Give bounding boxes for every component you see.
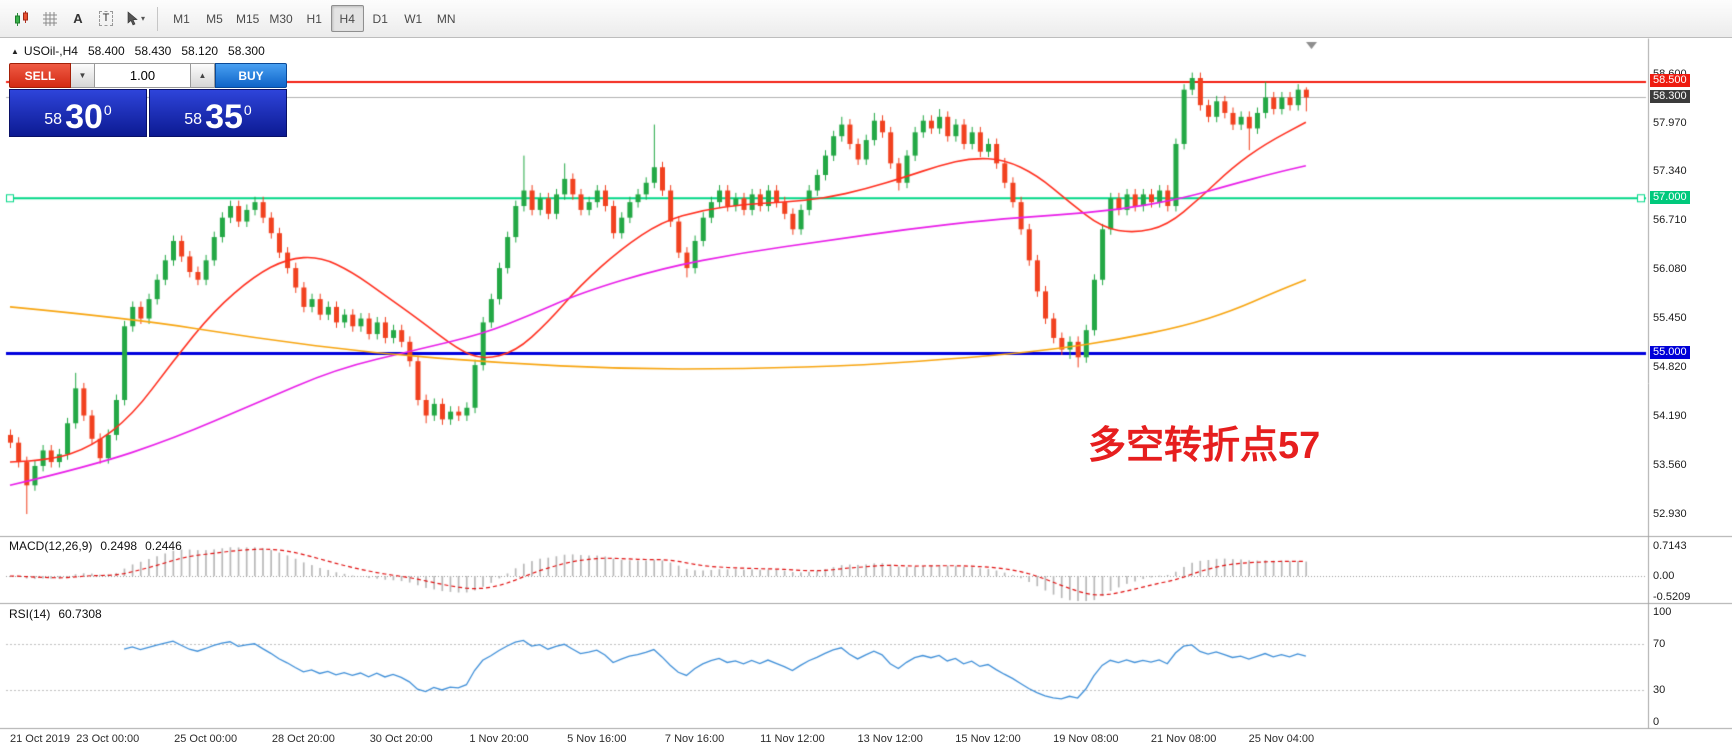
chart-style-icon[interactable] [8, 5, 36, 32]
volume-down-icon: ▼ [78, 71, 87, 80]
sell-price-box[interactable]: 58 30 0 [9, 89, 147, 137]
rsi-value: 60.7308 [58, 607, 102, 621]
symbol-expander-icon[interactable]: ▲ [11, 46, 19, 56]
sell-price-prefix: 58 [44, 111, 63, 128]
timeframe-m1[interactable]: M1 [165, 5, 198, 32]
timeframe-h1[interactable]: H1 [298, 5, 331, 32]
sell-price-sup: 0 [103, 102, 112, 118]
ohlc-info: ▲ USOil-,H4 58.400 58.430 58.120 58.300 [11, 44, 265, 58]
timeframe-m5[interactable]: M5 [198, 5, 231, 32]
sell-button[interactable]: SELL [9, 63, 71, 88]
grid-icon[interactable] [36, 5, 64, 32]
macd-name: MACD(12,26,9) [9, 539, 93, 553]
timeframe-mn[interactable]: MN [430, 5, 463, 32]
text-tool-glyph: A [73, 11, 83, 26]
pointer-icon [127, 11, 138, 26]
volume-down-button[interactable]: ▼ [71, 63, 95, 88]
close-value: 58.300 [228, 44, 265, 58]
timeframe-d1[interactable]: D1 [364, 5, 397, 32]
toolbar: A T ▾ M1 M5 M15 M30 H1 H4 D1 W1 MN [0, 0, 1732, 38]
timeframe-w1[interactable]: W1 [397, 5, 430, 32]
volume-up-icon: ▲ [198, 71, 207, 80]
text-tool-icon[interactable]: A [64, 5, 92, 32]
buy-price-main: 35 [205, 98, 243, 137]
toolbar-separator [157, 6, 159, 31]
dropdown-caret-icon: ▾ [141, 14, 146, 23]
timeframe-m30[interactable]: M30 [264, 5, 297, 32]
cursor-tool-icon[interactable]: ▾ [120, 5, 150, 32]
rsi-label: RSI(14) 60.7308 [9, 607, 102, 621]
volume-input[interactable] [95, 63, 191, 88]
one-click-trade-panel: SELL ▼ ▲ BUY 58 30 0 58 35 0 [9, 63, 287, 137]
high-value: 58.430 [134, 44, 172, 58]
textbox-tool-glyph: T [98, 11, 114, 26]
macd-main-value: 0.2498 [100, 539, 138, 553]
textbox-tool-icon[interactable]: T [92, 5, 120, 32]
symbol-timeframe-label: USOil-,H4 [23, 44, 78, 58]
macd-label: MACD(12,26,9) 0.2498 0.2446 [9, 539, 182, 553]
trade-prices-row: 58 30 0 58 35 0 [9, 89, 287, 137]
timeframe-h4[interactable]: H4 [330, 5, 364, 32]
buy-price-sup: 0 [243, 102, 252, 118]
volume-up-button[interactable]: ▲ [191, 63, 215, 88]
trade-controls-row: SELL ▼ ▲ BUY [9, 63, 287, 88]
low-value: 58.120 [181, 44, 219, 58]
buy-price-box[interactable]: 58 35 0 [149, 89, 287, 137]
sell-price-main: 30 [65, 98, 103, 137]
timeframe-group: M1 M5 M15 M30 H1 H4 D1 W1 MN [165, 5, 463, 32]
open-value: 58.400 [87, 44, 125, 58]
macd-signal-value: 0.2446 [145, 539, 182, 553]
rsi-name: RSI(14) [9, 607, 51, 621]
candlestick-icon [15, 10, 28, 26]
timeframe-m15[interactable]: M15 [231, 5, 264, 32]
buy-price-prefix: 58 [184, 111, 203, 128]
buy-button[interactable]: BUY [215, 63, 287, 88]
chart-annotation: 多空转折点57 [1088, 425, 1321, 467]
